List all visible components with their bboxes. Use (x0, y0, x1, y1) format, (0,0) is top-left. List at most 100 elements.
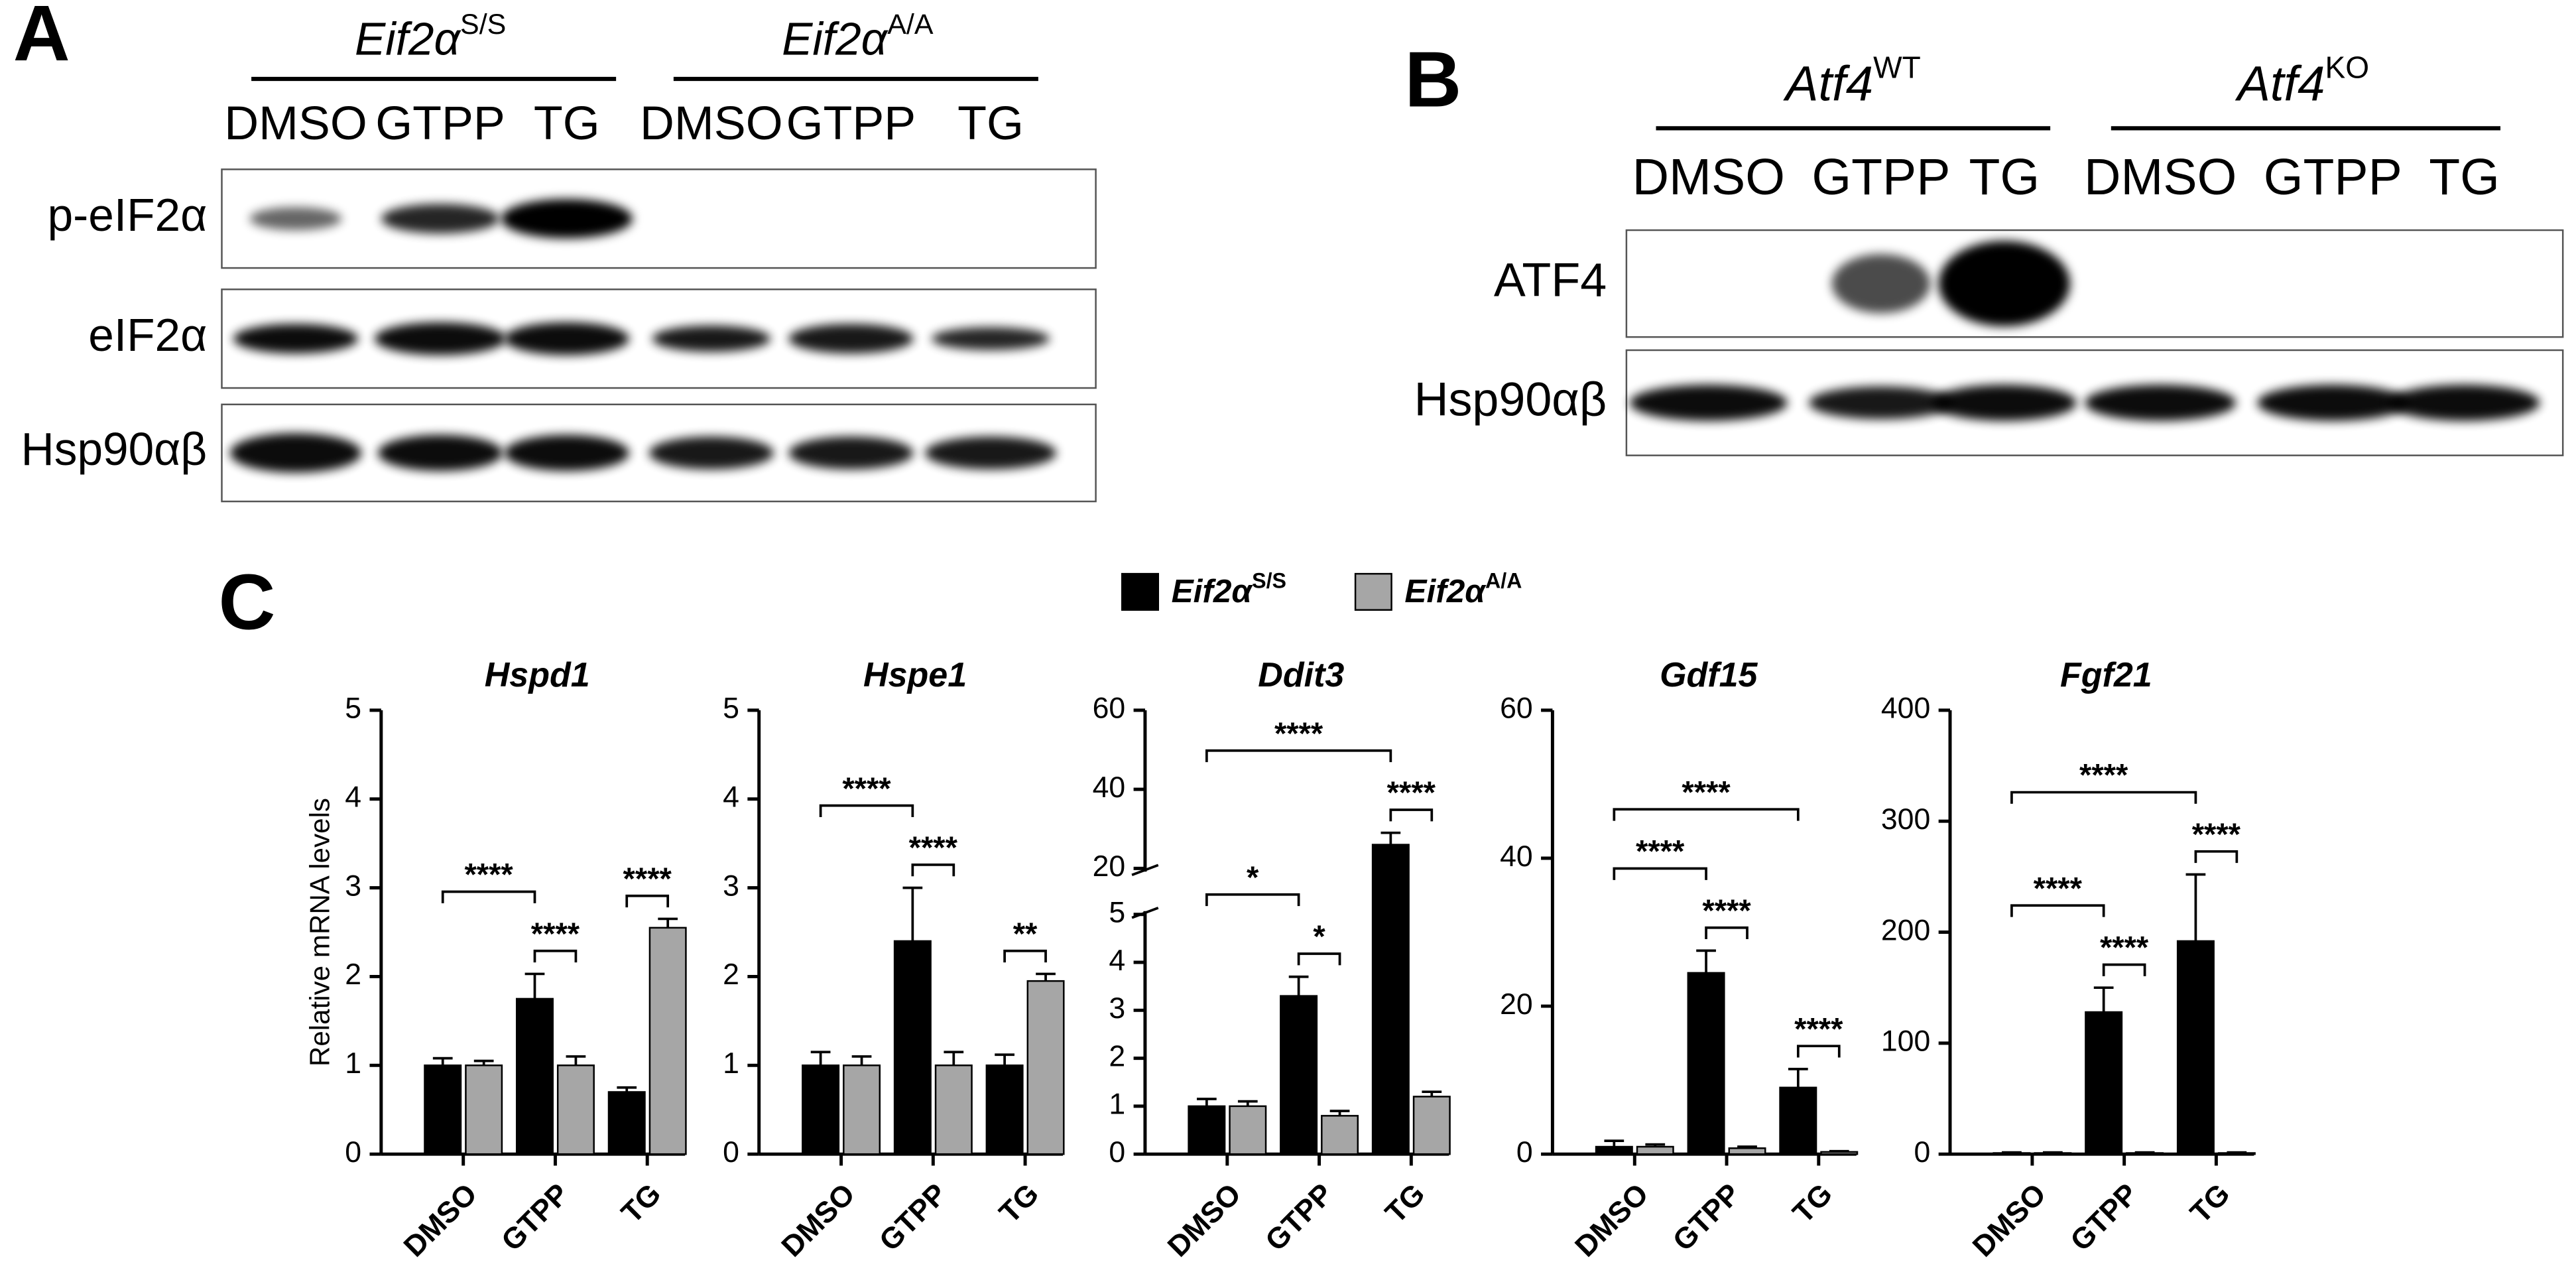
significance-label: **** (1702, 893, 1751, 928)
significance-bracket (1613, 867, 1707, 880)
band (2257, 385, 2409, 421)
bar (607, 1091, 646, 1155)
significance-label: * (1313, 919, 1325, 954)
y-tick-label: 5 (345, 692, 361, 725)
error-bar (2093, 986, 2114, 1012)
error-bar (524, 972, 545, 999)
x-tick-label: DMSO (1162, 1177, 1247, 1263)
lane-label: TG (1969, 149, 2040, 206)
y-tick-label: 4 (1109, 944, 1125, 977)
significance-label: **** (1387, 775, 1436, 810)
y-tick-label: 100 (1881, 1025, 1930, 1058)
bar (1728, 1147, 1766, 1155)
lane-label: GTPP (786, 97, 916, 150)
y-tick-label: 400 (1881, 692, 1930, 725)
significance-label: **** (909, 830, 958, 865)
significance-bracket (441, 890, 536, 903)
legend-name: Eif2α (1404, 572, 1487, 610)
x-tick-label: DMSO (1967, 1177, 2052, 1263)
bar (465, 1064, 503, 1155)
blot-frame (221, 168, 1097, 269)
band (1808, 386, 1953, 420)
band (931, 327, 1050, 350)
lane-label: GTPP (375, 97, 505, 150)
lane-label: DMSO (2084, 149, 2237, 206)
significance-label: * (1247, 860, 1259, 895)
band (233, 324, 359, 353)
legend-sup: S/S (1252, 568, 1286, 592)
band (1938, 241, 2070, 327)
bar (893, 940, 932, 1155)
y-tick-label: 20 (1500, 988, 1533, 1021)
y-tick-label: 0 (1914, 1136, 1930, 1169)
band (1629, 385, 1788, 421)
significance-bracket (625, 894, 670, 908)
lane-label: DMSO (640, 97, 783, 150)
significance-label: **** (2079, 757, 2128, 793)
band (788, 324, 914, 353)
y-tick-label: 3 (345, 869, 361, 902)
bar (1321, 1115, 1359, 1155)
error-bar (995, 1053, 1014, 1066)
significance-label: **** (2100, 930, 2149, 965)
error-bar (2185, 873, 2206, 941)
x-tick-label: GTPP (2064, 1177, 2144, 1257)
error-bar (1196, 1098, 1217, 1106)
band (1831, 253, 1931, 314)
x-tick-label: GTPP (1259, 1177, 1339, 1257)
band (648, 436, 774, 470)
panel-label: A (13, 0, 70, 78)
y-tick-label: 5 (1109, 897, 1125, 929)
legend-label: Eif2αS/S (1172, 568, 1286, 610)
row-label: Hsp90αβ (21, 423, 207, 475)
significance-bracket (819, 804, 914, 817)
significance-label: **** (842, 771, 891, 806)
genotype: S/S (460, 9, 506, 41)
bar (2176, 940, 2215, 1155)
bar (2085, 1011, 2123, 1155)
y-tick-label: 40 (1500, 840, 1533, 873)
y-tick-label: 0 (1109, 1136, 1125, 1169)
genotype-label: Eif2αA/A (782, 9, 934, 65)
y-tick-label: 0 (345, 1136, 361, 1169)
genotype-label: Atf4KO (2235, 50, 2369, 111)
bar (1687, 972, 1725, 1155)
significance-bracket (2010, 791, 2197, 804)
error-bar (1036, 972, 1056, 982)
band (504, 322, 629, 355)
y-tick-label: 60 (1500, 692, 1533, 725)
panel-label: B (1404, 35, 1461, 123)
x-tick-label: TG (615, 1177, 667, 1229)
x-tick-label: GTPP (495, 1177, 575, 1257)
bar (1636, 1145, 1674, 1155)
significance-label: **** (1794, 1011, 1843, 1046)
bar (1280, 995, 1318, 1155)
genotype: KO (2325, 50, 2370, 85)
significance-label: **** (2034, 870, 2083, 905)
x-tick-label: DMSO (776, 1177, 861, 1263)
x-tick-label: TG (1379, 1177, 1431, 1229)
y-tick-label: 4 (345, 781, 361, 814)
significance-bracket (1003, 949, 1047, 963)
error-bar (473, 1059, 494, 1066)
genotype-label: Eif2αS/S (355, 9, 506, 65)
bar (1188, 1105, 1226, 1155)
significance-label: **** (2192, 816, 2241, 852)
bar (1595, 1145, 1633, 1155)
error-bar (1329, 1110, 1350, 1116)
error-bar (1737, 1145, 1757, 1149)
y-tick-label: 2 (723, 958, 739, 991)
genotype: WT (1873, 50, 1921, 85)
error-bar (1288, 975, 1309, 996)
row-label: Hsp90αβ (1414, 373, 1607, 426)
band (381, 204, 500, 233)
error-bar (566, 1055, 586, 1066)
band (1932, 385, 2077, 421)
significance-bracket (1297, 952, 1341, 966)
gene-name: Atf4 (1783, 56, 1873, 111)
bar (1229, 1105, 1267, 1155)
error-bar (810, 1051, 831, 1066)
lane-label: TG (534, 97, 600, 150)
band (652, 325, 771, 352)
